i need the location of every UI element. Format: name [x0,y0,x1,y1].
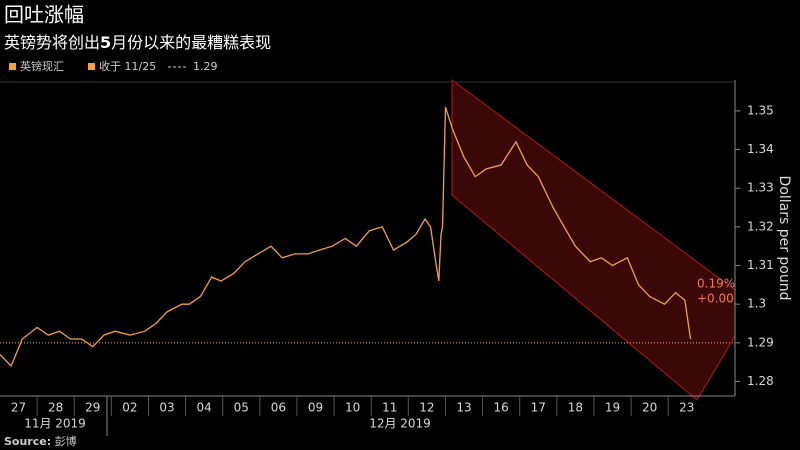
source-name: 彭博 [55,434,77,448]
subtitle-part: 月份以来的最糟糕表现 [111,33,271,52]
price-line [0,106,692,368]
y-tick-label: 1.3 [747,297,766,311]
month-label: 11月 2019 [24,417,86,431]
x-tick-label: 19 [605,401,620,415]
x-tick-label: 23 [679,401,694,415]
y-tick-label: 1.34 [747,142,774,156]
legend-swatch [9,63,16,70]
x-tick-label: 05 [234,401,249,415]
source-label: Source: [4,435,51,448]
x-tick-label: 11 [382,401,397,415]
x-tick-label: 27 [11,401,26,415]
y-tick-label: 1.29 [747,335,774,349]
reference-label: 收于 11/25 [99,59,156,73]
x-tick-label: 28 [48,401,63,415]
y-tick-label: 1.32 [747,219,774,233]
month-label: 12月 2019 [369,417,431,431]
x-tick-label: 12 [419,401,434,415]
trend-channel [451,79,736,401]
chart-subtitle: 英镑势将创出5月份以来的最糟糕表现 [4,33,271,52]
y-tick-label: 1.33 [747,181,774,195]
y-tick-label: 1.31 [747,258,774,272]
legend-swatch [88,63,95,70]
x-tick-label: 29 [85,401,100,415]
x-tick-label: 20 [642,401,657,415]
subtitle-part: 英镑势将创出 [4,33,100,52]
x-tick-label: 18 [568,401,583,415]
annotation: 0.19% [697,277,735,291]
annotation: +0.00 [697,292,734,306]
subtitle-part: 5 [100,33,111,52]
reference-value: 1.29 [193,60,218,73]
y-tick-label: 1.28 [747,374,774,388]
x-tick-label: 06 [271,401,286,415]
y-tick-label: 1.35 [747,103,774,117]
legend-label: 英镑现汇 [20,59,64,73]
x-tick-label: 04 [197,401,212,415]
x-tick-label: 17 [531,401,546,415]
x-tick-label: 02 [122,401,137,415]
y-axis-label: Dollars per pound [776,176,792,301]
x-tick-label: 03 [159,401,174,415]
x-tick-label: 10 [345,401,360,415]
x-tick-label: 13 [456,401,471,415]
source: Source: 彭博 [4,434,77,448]
chart-title: 回吐涨幅 [4,3,84,27]
x-tick-label: 16 [493,401,508,415]
x-tick-label: 09 [308,401,323,415]
